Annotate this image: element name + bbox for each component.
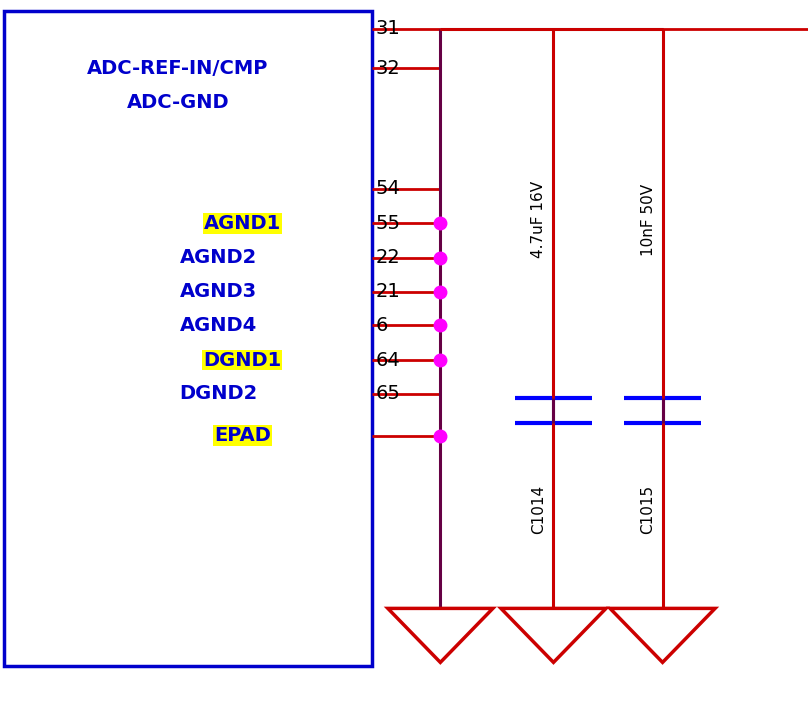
Text: 4.7uF 16V: 4.7uF 16V (532, 181, 546, 258)
Text: DGND2: DGND2 (179, 384, 257, 403)
Text: 22: 22 (376, 248, 401, 267)
Text: AGND2: AGND2 (179, 248, 257, 267)
Text: 21: 21 (376, 282, 401, 301)
Text: 32: 32 (376, 59, 401, 78)
Text: 55: 55 (376, 214, 401, 233)
Text: DGND1: DGND1 (204, 351, 281, 369)
Text: ADC-GND: ADC-GND (126, 93, 229, 112)
Text: AGND3: AGND3 (179, 282, 257, 301)
Text: AGND4: AGND4 (179, 316, 257, 335)
Text: 6: 6 (376, 316, 388, 335)
Text: C1015: C1015 (641, 485, 655, 534)
Text: EPAD: EPAD (214, 426, 271, 445)
Text: 31: 31 (376, 19, 401, 38)
Text: AGND1: AGND1 (204, 214, 281, 233)
Text: 54: 54 (376, 179, 401, 198)
Text: C1014: C1014 (532, 485, 546, 534)
Text: 64: 64 (376, 351, 401, 369)
Text: 10nF 50V: 10nF 50V (641, 184, 655, 256)
Text: 65: 65 (376, 384, 401, 403)
Text: ADC-REF-IN/CMP: ADC-REF-IN/CMP (87, 59, 268, 78)
